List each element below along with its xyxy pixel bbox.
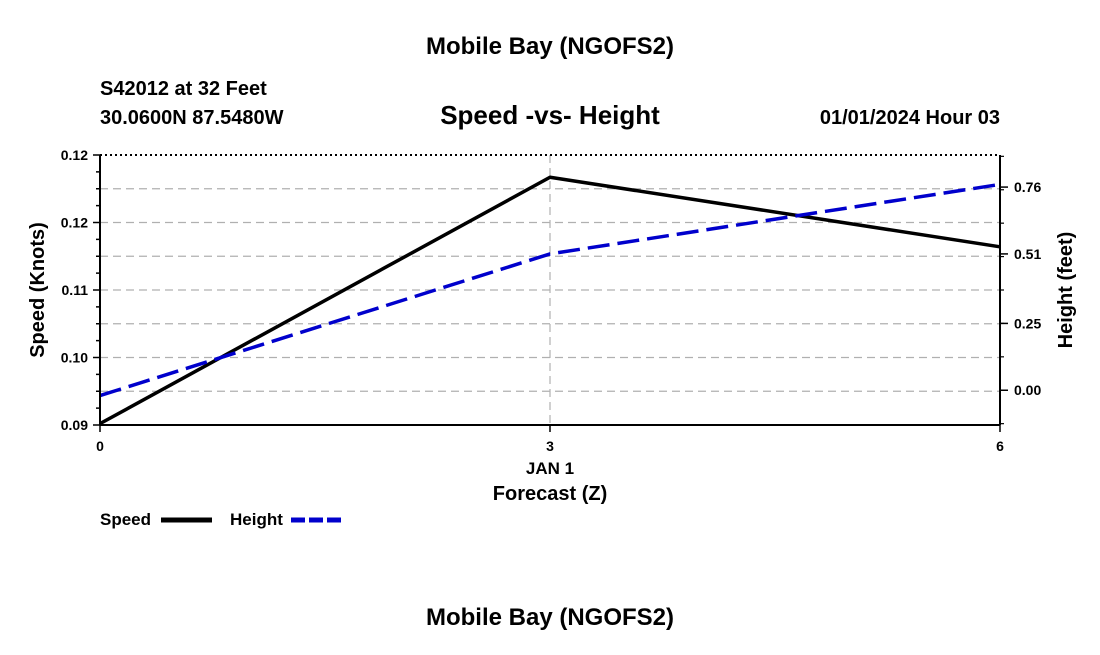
legend-speed-label: Speed [100,510,151,529]
page-title-bottom: Mobile Bay (NGOFS2) [426,604,674,631]
x-sublabel: JAN 1 [526,459,574,478]
page-title-top: Mobile Bay (NGOFS2) [426,33,674,60]
y-right-axis-label: Height (feet) [1055,232,1077,349]
grid [100,155,1000,425]
station-label: S42012 at 32 Feet [100,78,267,100]
y-right-tick-label: 0.00 [1014,382,1041,398]
tick-labels: 0.09 0.10 0.11 0.12 0.12 0.00 0.25 0.51 0.76 0 3 6 [61,147,1042,454]
y-right-tick-label: 0.51 [1014,246,1041,262]
datetime-label: 01/01/2024 Hour 03 [820,107,1000,129]
y-left-tick-label: 0.09 [61,417,88,433]
chart-title: Speed -vs- Height [440,100,660,130]
y-left-axis-label: Speed (Knots) [27,222,49,358]
x-tick-label: 6 [996,438,1004,454]
x-tick-label: 3 [546,438,554,454]
x-tick-label: 0 [96,438,104,454]
legend-height-label: Height [230,510,283,529]
coords-label: 30.0600N 87.5480W [100,107,284,129]
x-axis-label: Forecast (Z) [493,483,607,505]
y-left-tick-label: 0.11 [62,282,89,298]
y-left-tick-label: 0.10 [61,350,88,366]
legend: Speed Height [100,510,342,529]
y-right-tick-label: 0.25 [1014,315,1041,331]
y-left-tick-label: 0.12 [61,147,88,163]
y-left-tick-label: 0.12 [61,215,88,231]
y-right-tick-label: 0.76 [1014,179,1041,195]
